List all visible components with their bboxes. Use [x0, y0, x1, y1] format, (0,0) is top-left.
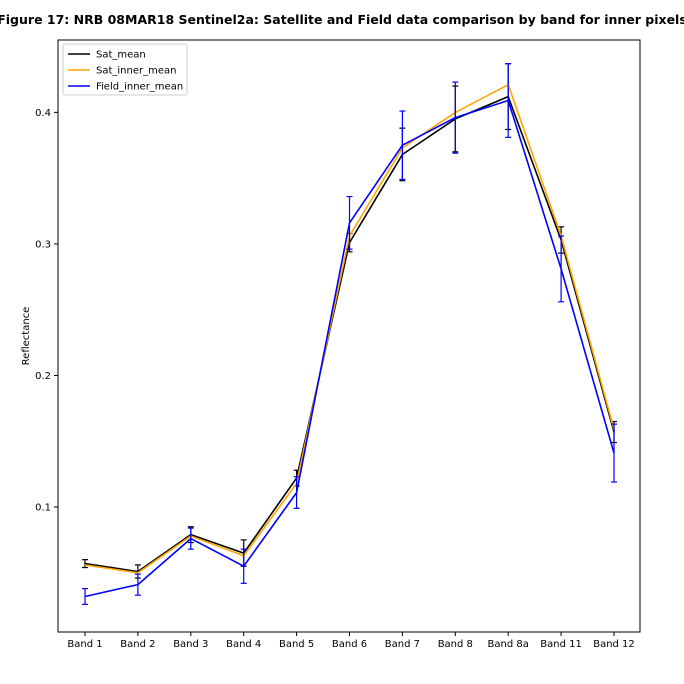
x-tick-label: Band 1 — [67, 639, 102, 650]
x-tick-label: Band 8 — [438, 639, 473, 650]
x-axis: Band 1 Band 2 Band 3 Band 4 Band 5 Band 6 Band… — [67, 632, 635, 650]
series-line — [84, 99, 615, 598]
series-layer — [82, 63, 617, 605]
error-bar — [134, 573, 141, 596]
error-bar — [558, 235, 565, 303]
legend-box — [62, 43, 188, 96]
error-bar — [293, 476, 300, 509]
x-tick-label: Band 12 — [593, 639, 635, 650]
legend-label: Field_inner_mean — [96, 82, 183, 93]
series-group — [82, 63, 617, 605]
chart-title: Figure 17: NRB 08MAR18 Sentinel2a: Satel… — [0, 12, 684, 27]
y-tick-label: 0.1 — [35, 503, 51, 514]
error-bar — [505, 63, 512, 138]
series-group — [84, 83, 615, 574]
series-line — [84, 95, 615, 573]
error-bar — [399, 110, 406, 181]
error-bar — [82, 587, 88, 605]
y-axis: 0.1 0.2 0.3 0.4 — [35, 108, 58, 514]
x-tick-label: Band 3 — [173, 639, 208, 650]
legend-label: Sat_mean — [96, 50, 146, 61]
y-tick-label: 0.4 — [35, 108, 51, 119]
error-bar — [611, 423, 617, 483]
series-group — [82, 63, 617, 579]
x-tick-label: Band 6 — [332, 639, 367, 650]
y-tick-label: 0.3 — [35, 239, 51, 250]
x-tick-label: Band 2 — [120, 639, 155, 650]
legend: Sat_mean Sat_inner_mean Field_inner_mean — [62, 43, 188, 96]
series-line — [84, 83, 615, 574]
x-tick-label: Band 5 — [279, 639, 314, 650]
error-bar — [240, 548, 247, 584]
legend-label: Sat_inner_mean — [96, 66, 176, 77]
x-tick-label: Band 8a — [488, 639, 529, 650]
error-bar — [452, 81, 459, 154]
y-tick-label: 0.2 — [35, 371, 51, 382]
plot-frame — [57, 39, 641, 633]
error-bar — [82, 559, 88, 569]
x-tick-label: Band 11 — [540, 639, 582, 650]
y-axis-label: Reflectance — [21, 307, 32, 366]
x-tick-label: Band 4 — [226, 639, 261, 650]
x-tick-label: Band 7 — [385, 639, 420, 650]
error-bar — [346, 195, 353, 250]
error-bar — [187, 527, 194, 550]
